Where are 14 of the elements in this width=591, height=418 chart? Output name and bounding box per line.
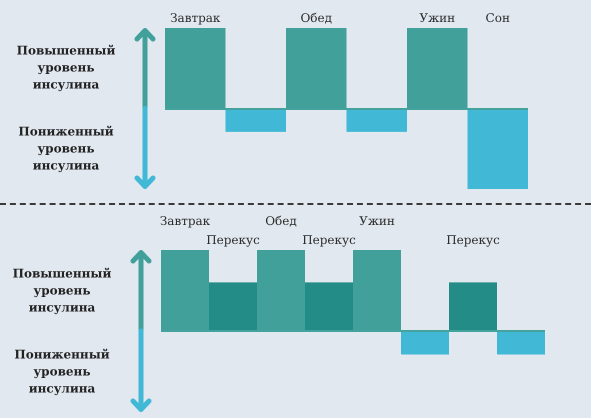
x-tick-label: Завтрак bbox=[170, 11, 221, 25]
x-tick-label: Обед bbox=[265, 214, 297, 228]
x-tick-label: Обед bbox=[300, 11, 332, 25]
x-tick-label: Ужин bbox=[419, 11, 456, 25]
x-tick-label: Сон bbox=[486, 11, 510, 25]
text: Повышенный уровень инсулина bbox=[12, 265, 112, 316]
x-tick-label: Перекус bbox=[302, 233, 356, 247]
text: Повышенный уровень инсулина bbox=[16, 42, 116, 94]
x-tick-label: Ужин bbox=[359, 214, 395, 228]
x-tick-label: Перекус bbox=[206, 233, 260, 247]
text: Пониженный уровень инсулина bbox=[18, 123, 114, 174]
x-tick-label: Перекус bbox=[446, 233, 500, 247]
text: Пониженный уровень инсулина bbox=[14, 346, 110, 397]
x-tick-label: Завтрак bbox=[160, 214, 211, 228]
